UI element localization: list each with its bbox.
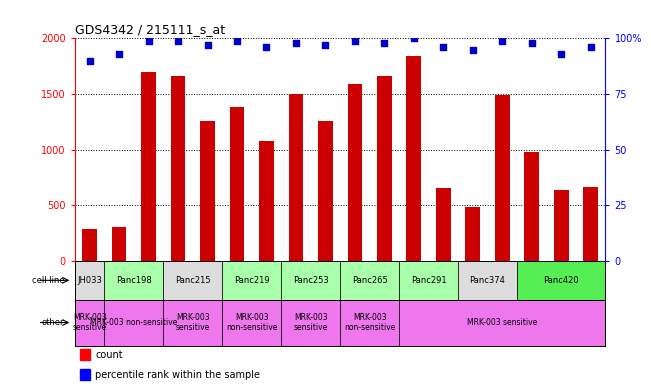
- Bar: [340, 38, 370, 261]
- Bar: [75, 38, 104, 261]
- Point: [497, 38, 508, 44]
- Text: Panc420: Panc420: [544, 276, 579, 285]
- Bar: [576, 38, 605, 261]
- Point: [173, 38, 183, 44]
- Bar: [546, 38, 576, 261]
- Bar: [259, 141, 274, 261]
- Bar: [348, 84, 362, 261]
- Bar: [252, 38, 281, 261]
- Bar: [222, 261, 281, 300]
- Bar: [465, 207, 480, 261]
- Text: cell line: cell line: [32, 276, 64, 285]
- Bar: [134, 38, 163, 261]
- Bar: [288, 94, 303, 261]
- Bar: [80, 369, 90, 380]
- Bar: [554, 190, 568, 261]
- Text: MRK-003
non-sensitive: MRK-003 non-sensitive: [226, 313, 277, 332]
- Bar: [222, 300, 281, 346]
- Text: Panc253: Panc253: [293, 276, 329, 285]
- Bar: [370, 38, 399, 261]
- Bar: [82, 229, 97, 261]
- Bar: [222, 38, 252, 261]
- Text: Panc291: Panc291: [411, 276, 447, 285]
- Bar: [281, 38, 311, 261]
- Bar: [163, 261, 222, 300]
- Bar: [458, 261, 517, 300]
- Bar: [377, 76, 392, 261]
- Bar: [517, 38, 546, 261]
- Bar: [163, 38, 193, 261]
- Text: MRK-003
sensitive: MRK-003 sensitive: [176, 313, 210, 332]
- Text: Panc219: Panc219: [234, 276, 270, 285]
- Text: MRK-003 non-sensitive: MRK-003 non-sensitive: [90, 318, 178, 327]
- Bar: [583, 187, 598, 261]
- Text: MRK-003
sensitive: MRK-003 sensitive: [72, 313, 107, 332]
- Bar: [318, 121, 333, 261]
- Point: [350, 38, 360, 44]
- Point: [85, 58, 95, 64]
- Point: [409, 35, 419, 41]
- Bar: [524, 152, 539, 261]
- Bar: [340, 261, 399, 300]
- Point: [114, 51, 124, 57]
- Bar: [340, 300, 399, 346]
- Point: [556, 51, 566, 57]
- Bar: [104, 300, 163, 346]
- Bar: [281, 300, 340, 346]
- Bar: [230, 108, 244, 261]
- Text: Panc265: Panc265: [352, 276, 387, 285]
- Bar: [517, 261, 605, 300]
- Point: [143, 38, 154, 44]
- Bar: [104, 38, 134, 261]
- Point: [585, 44, 596, 50]
- Bar: [399, 261, 458, 300]
- Bar: [458, 38, 488, 261]
- Bar: [406, 56, 421, 261]
- Text: count: count: [95, 350, 122, 360]
- Bar: [75, 300, 104, 346]
- Bar: [399, 38, 428, 261]
- Bar: [141, 72, 156, 261]
- Bar: [428, 38, 458, 261]
- Text: MRK-003
non-sensitive: MRK-003 non-sensitive: [344, 313, 395, 332]
- Text: GDS4342 / 215111_s_at: GDS4342 / 215111_s_at: [75, 23, 225, 36]
- Text: JH033: JH033: [77, 276, 102, 285]
- Text: other: other: [42, 318, 64, 327]
- Point: [438, 44, 449, 50]
- Point: [379, 40, 389, 46]
- Bar: [112, 227, 126, 261]
- Text: Panc374: Panc374: [469, 276, 505, 285]
- Bar: [200, 121, 215, 261]
- Text: MRK-003 sensitive: MRK-003 sensitive: [467, 318, 537, 327]
- Bar: [80, 349, 90, 360]
- Bar: [193, 38, 222, 261]
- Text: Panc198: Panc198: [116, 276, 152, 285]
- Point: [202, 42, 213, 48]
- Bar: [399, 300, 605, 346]
- Point: [527, 40, 537, 46]
- Text: percentile rank within the sample: percentile rank within the sample: [95, 370, 260, 380]
- Point: [291, 40, 301, 46]
- Text: Panc215: Panc215: [175, 276, 210, 285]
- Point: [467, 46, 478, 53]
- Bar: [436, 188, 450, 261]
- Point: [232, 38, 242, 44]
- Bar: [163, 300, 222, 346]
- Bar: [281, 261, 340, 300]
- Point: [320, 42, 331, 48]
- Bar: [488, 38, 517, 261]
- Bar: [75, 261, 104, 300]
- Text: MRK-003
sensitive: MRK-003 sensitive: [294, 313, 328, 332]
- Bar: [104, 261, 163, 300]
- Bar: [311, 38, 340, 261]
- Bar: [171, 76, 186, 261]
- Bar: [495, 95, 510, 261]
- Point: [261, 44, 271, 50]
